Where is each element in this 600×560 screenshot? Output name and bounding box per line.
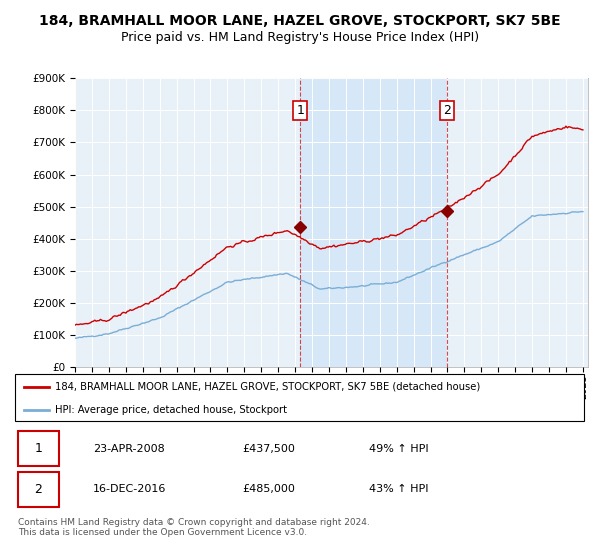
FancyBboxPatch shape [18,431,59,466]
Text: Price paid vs. HM Land Registry's House Price Index (HPI): Price paid vs. HM Land Registry's House … [121,31,479,44]
Text: £485,000: £485,000 [242,484,295,494]
Text: 184, BRAMHALL MOOR LANE, HAZEL GROVE, STOCKPORT, SK7 5BE: 184, BRAMHALL MOOR LANE, HAZEL GROVE, ST… [39,14,561,28]
FancyBboxPatch shape [18,472,59,507]
Text: 1: 1 [35,442,43,455]
Text: Contains HM Land Registry data © Crown copyright and database right 2024.
This d: Contains HM Land Registry data © Crown c… [18,518,370,538]
Text: £437,500: £437,500 [242,444,295,454]
Text: 184, BRAMHALL MOOR LANE, HAZEL GROVE, STOCKPORT, SK7 5BE (detached house): 184, BRAMHALL MOOR LANE, HAZEL GROVE, ST… [55,381,481,391]
Text: 43% ↑ HPI: 43% ↑ HPI [369,484,428,494]
Text: HPI: Average price, detached house, Stockport: HPI: Average price, detached house, Stoc… [55,405,287,415]
Text: 16-DEC-2016: 16-DEC-2016 [92,484,166,494]
Text: 2: 2 [443,104,451,117]
Text: 1: 1 [296,104,304,117]
Text: 2: 2 [35,483,43,496]
Text: 23-APR-2008: 23-APR-2008 [92,444,164,454]
Bar [300,78,447,367]
Text: 49% ↑ HPI: 49% ↑ HPI [369,444,429,454]
FancyBboxPatch shape [15,375,584,421]
